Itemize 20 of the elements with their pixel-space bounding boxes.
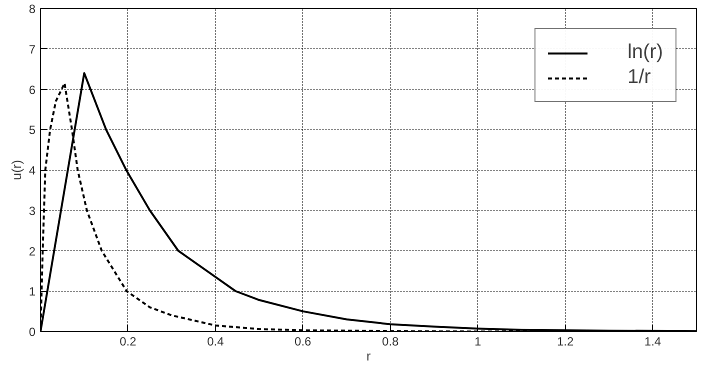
x-axis-title: r: [366, 348, 372, 364]
x-tick-label: 1: [474, 334, 482, 348]
legend-label: ln(r): [627, 41, 663, 64]
y-tick-label: 7: [28, 42, 36, 56]
y-tick-label: 3: [28, 204, 36, 218]
y-tick-label: 4: [28, 164, 36, 178]
y-tick-label: 2: [28, 244, 36, 258]
x-tick-label: 0.4: [207, 334, 224, 348]
y-tick-label: 8: [28, 2, 36, 16]
x-tick-label: 1.2: [556, 334, 574, 348]
legend-label: 1/r: [627, 66, 651, 89]
y-axis-title: u(r): [8, 160, 24, 180]
y-tick-label: 5: [28, 123, 36, 138]
x-tick-label: 0.6: [294, 334, 312, 348]
x-tick-label: 0.8: [382, 334, 400, 348]
y-tick-label: 6: [28, 82, 36, 97]
y-tick-label: 0: [28, 325, 36, 339]
x-tick-label: 0.2: [120, 334, 137, 348]
x-tick-label: 1.4: [644, 334, 662, 348]
y-tick-label: 1: [28, 284, 36, 299]
